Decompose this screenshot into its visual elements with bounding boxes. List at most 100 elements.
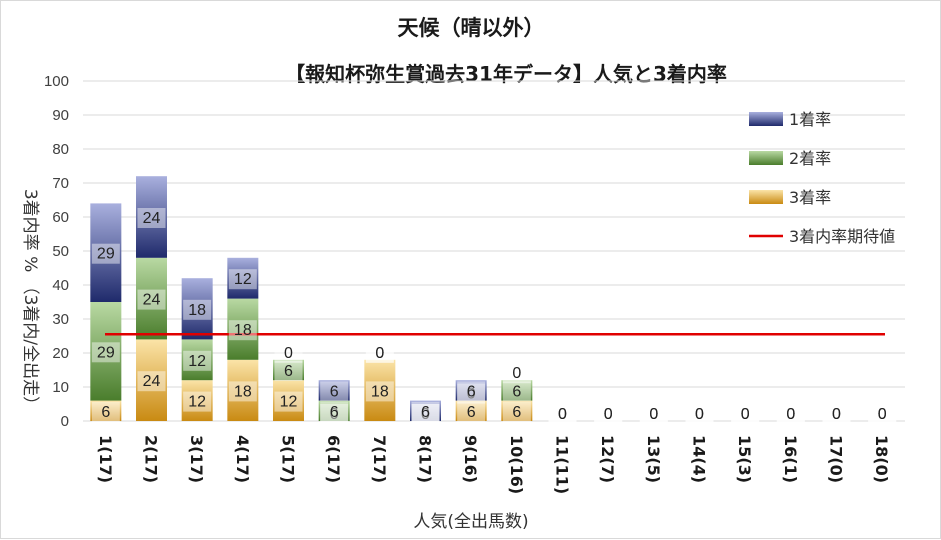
- data-label: 24: [143, 373, 161, 390]
- x-tick-label: 5(17): [279, 435, 298, 483]
- bar-segment: [90, 400, 122, 421]
- data-label: 0: [786, 406, 795, 423]
- bar-segment: [501, 400, 533, 421]
- data-label: 12: [234, 271, 252, 288]
- legend: 1着率 2着率 3着率 3着内率期待値: [749, 110, 895, 246]
- data-label-bg: [457, 383, 486, 404]
- data-label: 0: [786, 406, 795, 423]
- data-label: 0: [512, 365, 521, 382]
- x-tick-label: 11(11): [553, 435, 572, 494]
- data-label: 18: [234, 383, 252, 400]
- data-label-bg: [183, 350, 212, 371]
- data-label-bg: [457, 381, 486, 402]
- y-tick-label: 60: [52, 209, 69, 226]
- data-label: 6: [467, 404, 476, 421]
- data-label-bg: [137, 208, 166, 228]
- data-label: 0: [649, 406, 658, 423]
- data-label: 0: [741, 406, 750, 423]
- data-label: 12: [280, 394, 298, 411]
- data-label: 6: [101, 404, 110, 421]
- data-label-bg: [320, 401, 349, 422]
- data-label-bg: [365, 342, 394, 363]
- data-label-bg: [411, 401, 440, 422]
- data-label: 0: [832, 406, 841, 423]
- x-tick-label: 4(17): [233, 435, 252, 483]
- bar-segment: [136, 257, 167, 340]
- bar-segment: [181, 278, 213, 340]
- data-label-bg: [365, 381, 394, 402]
- data-label: 6: [512, 383, 521, 400]
- data-label-bg: [731, 404, 760, 424]
- data-label: 0: [421, 406, 430, 423]
- data-label-bg: [639, 404, 668, 424]
- y-tick-label: 10: [52, 379, 69, 396]
- legend-entry: 3着率: [789, 188, 831, 207]
- y-tick-label: 50: [52, 243, 69, 260]
- data-label: 0: [878, 406, 887, 423]
- data-label-bg: [137, 289, 166, 310]
- data-label-bg: [320, 381, 349, 402]
- data-label-bg: [868, 404, 897, 424]
- data-label: 12: [188, 394, 206, 411]
- data-label: 0: [786, 406, 795, 423]
- data-label-bg: [411, 404, 440, 424]
- y-tick-label: 80: [52, 141, 69, 158]
- data-label: 0: [375, 345, 384, 362]
- chart-title: 天候（晴以外）: [398, 16, 545, 40]
- data-label-bg: [731, 404, 760, 424]
- y-tick-label: 100: [44, 73, 69, 90]
- data-label-bg: [639, 404, 668, 424]
- data-label-bg: [731, 404, 760, 424]
- x-tick-label: 7(17): [370, 435, 389, 483]
- data-label-bg: [822, 404, 851, 424]
- y-tick-label: 40: [52, 277, 69, 294]
- legend-swatch: [749, 112, 783, 126]
- data-label-bg: [685, 404, 714, 424]
- data-label-bg: [685, 404, 714, 424]
- data-label-bg: [639, 404, 668, 424]
- x-tick-label: 3(17): [187, 435, 206, 483]
- data-label-bg: [548, 404, 577, 424]
- data-label: 0: [467, 386, 476, 403]
- x-tick-label: 12(7): [598, 435, 617, 483]
- bar-segment: [227, 298, 259, 360]
- data-label: 0: [604, 406, 613, 423]
- x-tick-label: 2(17): [142, 435, 161, 483]
- x-tick-label: 8(17): [416, 435, 435, 483]
- data-label: 18: [234, 322, 252, 339]
- data-label-bg: [274, 342, 303, 363]
- x-tick-label: 18(0): [872, 435, 891, 483]
- data-label: 0: [741, 406, 750, 423]
- data-label: 24: [143, 292, 161, 309]
- data-label-bg: [457, 401, 486, 422]
- data-label-bg: [776, 404, 805, 424]
- data-label-bg: [594, 404, 623, 424]
- x-tick-label: 17(0): [827, 435, 846, 483]
- data-label: 0: [695, 406, 704, 423]
- data-label: 6: [421, 404, 430, 421]
- data-label: 0: [604, 406, 613, 423]
- legend-entry: 3着内率期待値: [789, 227, 895, 246]
- x-tick-label: 13(5): [644, 435, 663, 483]
- x-tick-label: 10(16): [507, 435, 526, 494]
- data-label-bg: [502, 363, 531, 384]
- data-label-bg: [822, 404, 851, 424]
- bar-segment: [136, 339, 167, 421]
- bar-segment: [181, 380, 213, 421]
- data-label-bg: [274, 391, 303, 412]
- x-tick-label: 14(4): [690, 435, 709, 483]
- x-tick-label: 1(17): [96, 435, 115, 483]
- legend-entry: 2着率: [789, 149, 831, 168]
- data-label: 0: [878, 406, 887, 423]
- y-axis-title: 3着内率 % （3着内/全出走）: [20, 189, 40, 413]
- data-label-bg: [776, 404, 805, 424]
- data-label: 29: [97, 344, 115, 361]
- data-label: 12: [188, 353, 206, 370]
- data-label-bg: [548, 404, 577, 424]
- data-label: 0: [878, 406, 887, 423]
- data-label-bg: [594, 404, 623, 424]
- bar-segment: [181, 339, 213, 381]
